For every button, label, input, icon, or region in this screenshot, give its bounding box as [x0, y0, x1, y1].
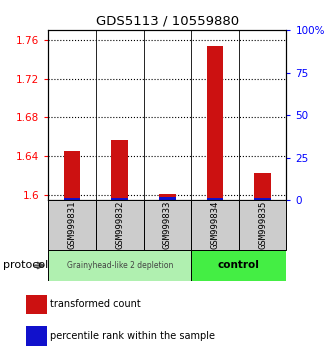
Text: GSM999832: GSM999832: [115, 201, 124, 249]
Bar: [239, 200, 286, 250]
Bar: [48, 250, 191, 281]
Text: GSM999831: GSM999831: [68, 201, 77, 249]
Bar: [111, 140, 128, 200]
Bar: [206, 198, 223, 200]
Text: transformed count: transformed count: [50, 299, 141, 309]
Title: GDS5113 / 10559880: GDS5113 / 10559880: [96, 15, 239, 28]
Text: protocol: protocol: [3, 261, 49, 270]
Bar: [191, 250, 286, 281]
Text: control: control: [218, 261, 260, 270]
Bar: [96, 200, 144, 250]
Bar: [159, 194, 176, 200]
Bar: [144, 200, 191, 250]
Text: GSM999835: GSM999835: [258, 201, 267, 249]
Text: GSM999834: GSM999834: [210, 201, 219, 249]
Bar: [254, 198, 271, 200]
Bar: [206, 46, 223, 200]
Bar: [26, 326, 47, 346]
Text: GSM999833: GSM999833: [163, 201, 172, 249]
Bar: [64, 152, 81, 200]
Text: Grainyhead-like 2 depletion: Grainyhead-like 2 depletion: [67, 261, 173, 270]
Text: percentile rank within the sample: percentile rank within the sample: [50, 331, 215, 341]
Bar: [48, 200, 96, 250]
Bar: [191, 200, 239, 250]
Bar: [254, 173, 271, 200]
Bar: [159, 196, 176, 200]
Bar: [64, 198, 81, 200]
Bar: [111, 198, 128, 200]
Bar: [26, 295, 47, 314]
